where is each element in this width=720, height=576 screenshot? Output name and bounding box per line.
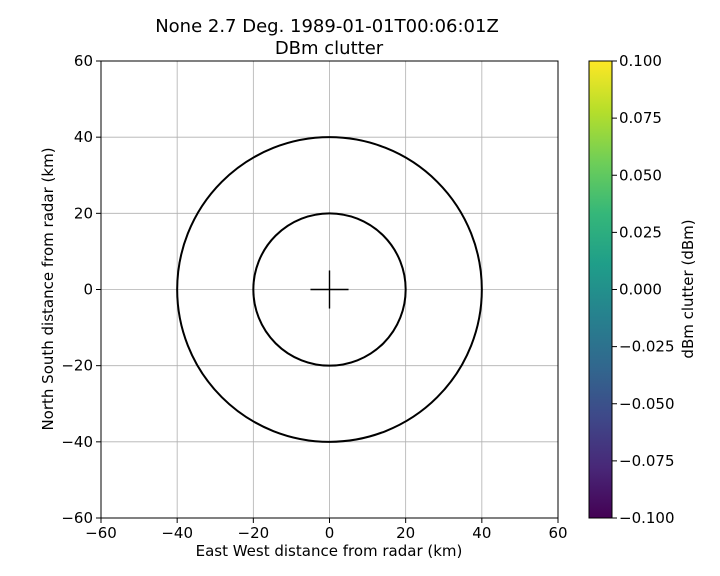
y-tick-label-5: 40 — [74, 128, 93, 146]
range-ring-40km — [176, 136, 483, 443]
colorbar-ticks: −0.100 −0.075 −0.050 −0.025 0.000 0.025 0.050 0… — [612, 52, 675, 527]
colorbar-tick-label-6: 0.050 — [619, 166, 662, 184]
colorbar-gradient — [588, 60, 613, 519]
colorbar-tick-label-5: 0.025 — [619, 223, 662, 241]
x-tick-label-6: 60 — [548, 524, 567, 542]
colorbar-tick-label-1: −0.075 — [619, 452, 675, 470]
y-axis-label: North South distance from radar (km) — [39, 147, 57, 430]
range-ring-20km — [252, 212, 407, 367]
y-tick-label-2: −20 — [61, 357, 93, 375]
y-tick-label-1: −40 — [61, 433, 93, 451]
y-tick-label-6: 60 — [74, 52, 93, 70]
plot-area: −60 −40 −20 0 20 40 60 −60 −40 −20 0 20 40 60 — [61, 52, 567, 542]
colorbar: −0.100 −0.075 −0.050 −0.025 0.000 0.025 0.050 0… — [588, 52, 697, 527]
y-tick-label-0: −60 — [61, 509, 93, 527]
x-tick-label-0: −60 — [85, 524, 117, 542]
y-axis-ticks: −60 −40 −20 0 20 40 60 — [61, 52, 101, 527]
x-axis-label: East West distance from radar (km) — [196, 542, 463, 560]
center-cross — [310, 270, 349, 309]
x-axis-ticks: −60 −40 −20 0 20 40 60 — [85, 518, 568, 542]
x-tick-label-4: 20 — [396, 524, 415, 542]
x-tick-label-3: 0 — [325, 524, 335, 542]
range-rings — [176, 136, 483, 443]
x-tick-label-1: −40 — [161, 524, 193, 542]
colorbar-label: dBm clutter (dBm) — [679, 219, 697, 358]
colorbar-tick-label-4: 0.000 — [619, 281, 662, 299]
colorbar-tick-label-8: 0.100 — [619, 52, 662, 70]
x-tick-label-5: 40 — [472, 524, 491, 542]
colorbar-tick-label-3: −0.025 — [619, 338, 675, 356]
x-tick-label-2: −20 — [238, 524, 270, 542]
colorbar-tick-label-2: −0.050 — [619, 395, 675, 413]
chart-subtitle: DBm clutter — [275, 38, 384, 59]
colorbar-tick-label-0: −0.100 — [619, 509, 675, 527]
y-tick-label-4: 20 — [74, 204, 93, 222]
chart-title: None 2.7 Deg. 1989-01-01T00:06:01Z — [155, 16, 499, 37]
colorbar-tick-label-7: 0.075 — [619, 109, 662, 127]
y-tick-label-3: 0 — [83, 281, 93, 299]
